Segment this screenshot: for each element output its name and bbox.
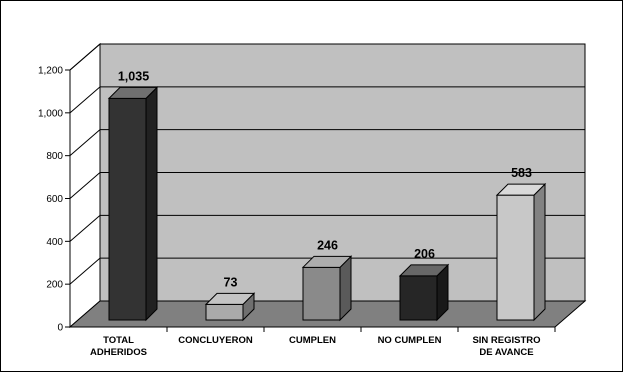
data-label: 73	[224, 275, 238, 289]
gridline-side	[69, 214, 101, 242]
bar	[398, 263, 450, 322]
data-label: 1,035	[118, 69, 149, 83]
bar-front	[399, 275, 438, 321]
bar-front	[496, 194, 535, 321]
gridline-side	[69, 129, 101, 157]
y-tick-label: 400	[46, 237, 63, 248]
y-tick-label: 200	[46, 280, 63, 291]
bar-side	[533, 182, 546, 322]
bar-front	[302, 266, 341, 321]
bar	[107, 86, 159, 322]
y-tick-label: 800	[46, 151, 63, 162]
bar-top	[398, 264, 450, 277]
category-label: CONCLUYERON	[178, 335, 253, 346]
gridline-side	[69, 43, 101, 71]
bar-front	[108, 97, 147, 321]
bars: 1,035 73 246 206 583	[107, 69, 547, 322]
category-label: NO CUMPLEN	[378, 335, 442, 346]
y-tick-label: 1,200	[38, 66, 63, 77]
category-label: SIN REGISTRO DE AVANCE	[472, 335, 540, 358]
category-label: TOTAL ADHERIDOS	[90, 335, 147, 358]
gridline-side	[69, 86, 101, 114]
bar-front	[205, 303, 244, 321]
bar-top	[301, 255, 353, 268]
gridline-side	[69, 257, 101, 285]
bar-top	[495, 183, 547, 196]
data-label: 206	[414, 247, 435, 261]
category-label: CUMPLEN	[289, 335, 336, 346]
data-label: 583	[511, 166, 532, 180]
data-label: 246	[317, 238, 338, 252]
bar-top	[107, 86, 159, 99]
bar	[301, 255, 353, 322]
bar-top	[204, 292, 256, 305]
bar	[204, 292, 256, 322]
value-axis: 0 200 400 600 800 1,000 1,200	[38, 66, 556, 334]
bar-side	[145, 86, 158, 322]
bar	[495, 182, 547, 322]
y-tick-label: 0	[57, 323, 63, 334]
gridline-side	[69, 172, 101, 199]
y-tick-label: 1,000	[38, 108, 63, 119]
y-tick-label: 600	[46, 194, 63, 205]
category-labels: TOTAL ADHERIDOS CONCLUYERON CUMPLEN NO CUMPL…	[90, 335, 541, 358]
